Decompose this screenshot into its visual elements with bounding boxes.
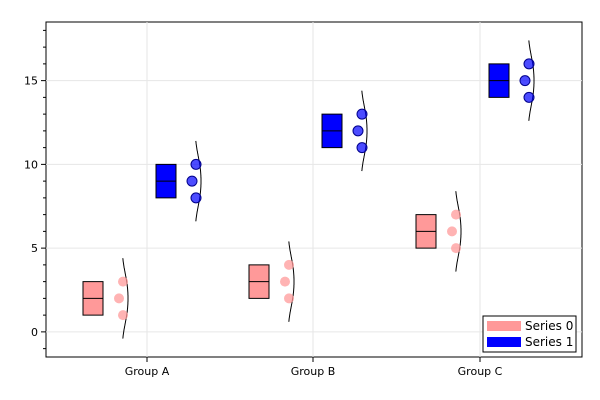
data-point: [186, 175, 198, 187]
chart-marks: [82, 40, 535, 339]
data-point: [356, 142, 368, 154]
axes: 0 5 10 15 Group A Group B Group C: [24, 29, 503, 378]
data-point: [118, 310, 128, 321]
data-point: [118, 276, 128, 287]
data-point: [519, 75, 531, 87]
legend-label: Series 0: [525, 319, 573, 333]
data-point: [447, 226, 457, 237]
legend-swatch: [487, 337, 521, 347]
data-point: [451, 209, 461, 220]
y-tick-label: 15: [24, 75, 38, 88]
legend-swatch: [487, 321, 521, 331]
x-tick-label: Group C: [458, 365, 503, 378]
density-curve: [528, 40, 535, 121]
density-curve: [455, 191, 462, 272]
data-point: [190, 192, 202, 204]
data-point: [356, 108, 368, 120]
legend: Series 0 Series 1: [482, 315, 577, 353]
data-point: [284, 293, 294, 304]
density-curve: [122, 258, 129, 339]
y-tick-label: 10: [24, 158, 38, 171]
data-point: [284, 259, 294, 270]
data-point: [190, 158, 202, 170]
data-point: [523, 58, 535, 70]
density-curve: [288, 241, 295, 322]
data-point: [523, 91, 535, 103]
x-tick-label: Group B: [291, 365, 336, 378]
x-tick-label: Group A: [125, 365, 170, 378]
data-point: [280, 276, 290, 287]
y-tick-label: 0: [31, 326, 38, 339]
y-tick-label: 5: [31, 242, 38, 255]
density-curve: [195, 140, 202, 222]
legend-label: Series 1: [525, 335, 573, 349]
data-point: [352, 125, 364, 137]
density-curve: [361, 90, 368, 172]
data-point: [114, 293, 124, 304]
data-point: [451, 243, 461, 254]
